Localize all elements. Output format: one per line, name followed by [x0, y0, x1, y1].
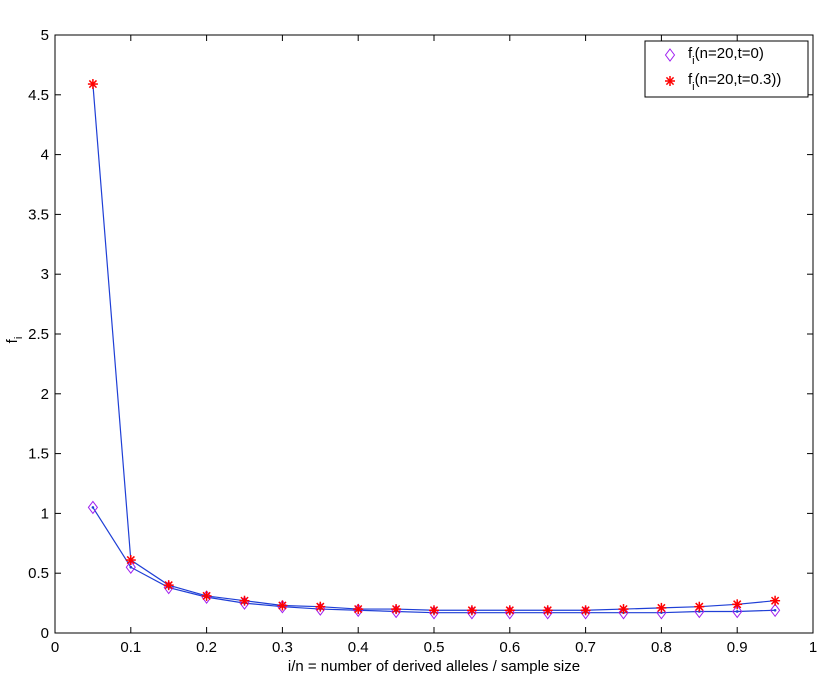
x-tick-label: 1 — [809, 639, 817, 656]
x-tick-label: 0.2 — [196, 639, 217, 656]
legend-label-suffix: (n=20,t=0) — [695, 45, 764, 62]
diamond-marker — [125, 560, 136, 575]
legend-item: fi(n=20,t=0) — [664, 45, 764, 67]
x-tick-label: 0 — [51, 639, 59, 656]
star-marker — [429, 605, 439, 616]
x-tick-label: 0.8 — [651, 639, 672, 656]
diamond-marker — [769, 603, 781, 618]
series-point-dot — [129, 565, 133, 569]
series-t03 — [87, 79, 781, 616]
y-axis-label: fi — [4, 337, 25, 344]
plot-area — [54, 34, 814, 634]
star-marker — [391, 604, 402, 615]
x-axis-ticks: 0 0.1 0.2 0.3 0.4 0.5 0.6 0.7 0.8 0.9 1 — [51, 35, 817, 656]
star-marker — [466, 605, 477, 616]
y-tick-label: 1.5 — [28, 446, 49, 463]
legend-label-main: f — [688, 71, 693, 88]
diamond-marker — [353, 603, 364, 618]
legend-box — [644, 40, 809, 98]
x-axis-label: i/n = number of derived alleles / sample… — [288, 658, 580, 675]
x-tick-label: 0.3 — [272, 639, 293, 656]
star-marker — [656, 602, 667, 613]
x-tick-label: 0.7 — [575, 639, 596, 656]
star-marker — [618, 604, 629, 615]
star-marker — [732, 599, 743, 610]
legend-label-subscript: i — [692, 55, 694, 67]
y-tick-label: 0 — [41, 625, 49, 642]
legend-diamond-marker — [664, 48, 676, 62]
y-axis-ticks: 0 0.5 1 1.5 2 2.5 3 3.5 4 4.5 5 — [28, 27, 813, 642]
legend-label-main: f — [688, 45, 693, 62]
x-tick-label: 0.1 — [120, 639, 141, 656]
y-tick-label: 3.5 — [28, 206, 49, 223]
legend-item: fi(n=20,t=0.3)) — [665, 71, 781, 93]
star-marker — [770, 595, 781, 606]
y-axis-label-main: f — [4, 338, 21, 343]
series-point-dot — [735, 610, 739, 613]
x-tick-label: 0.6 — [499, 639, 520, 656]
diamond-marker — [732, 604, 743, 619]
legend-label-subscript: i — [692, 81, 694, 93]
y-tick-label: 0.5 — [28, 565, 49, 582]
star-marker — [580, 605, 591, 616]
series-layer — [87, 79, 781, 620]
y-tick-label: 4 — [41, 147, 49, 164]
star-marker — [125, 555, 136, 566]
y-tick-label: 2 — [41, 386, 49, 403]
x-tick-label: 0.5 — [424, 639, 445, 656]
star-marker — [277, 600, 288, 611]
series-point-dot — [91, 506, 95, 509]
x-tick-label: 0.9 — [727, 639, 748, 656]
y-tick-label: 1 — [41, 505, 49, 522]
y-tick-label: 2.5 — [28, 326, 49, 343]
star-marker — [315, 601, 326, 612]
legend-label: fi(n=20,t=0.3)) — [688, 71, 781, 93]
star-marker — [163, 580, 174, 591]
star-marker — [239, 595, 250, 606]
legend: fi(n=20,t=0)fi(n=20,t=0.3)) — [644, 40, 809, 98]
star-marker — [87, 79, 98, 90]
legend-label-suffix: (n=20,t=0.3)) — [695, 71, 782, 88]
svg-text:fi: fi — [4, 337, 25, 344]
diamond-marker — [87, 500, 99, 515]
y-tick-label: 4.5 — [28, 87, 49, 104]
y-tick-label: 5 — [41, 27, 49, 44]
legend-label: fi(n=20,t=0) — [688, 45, 764, 67]
star-marker — [201, 590, 212, 601]
y-tick-label: 3 — [41, 266, 49, 283]
series-point-dot — [773, 608, 777, 612]
y-axis-label-subscript: i — [13, 337, 25, 339]
diamond-marker — [618, 605, 629, 620]
star-marker — [353, 604, 364, 615]
x-tick-label: 0.4 — [348, 639, 369, 656]
legend-star-marker — [665, 76, 675, 86]
star-marker — [504, 605, 515, 616]
star-marker — [694, 601, 705, 612]
star-marker — [542, 605, 553, 616]
